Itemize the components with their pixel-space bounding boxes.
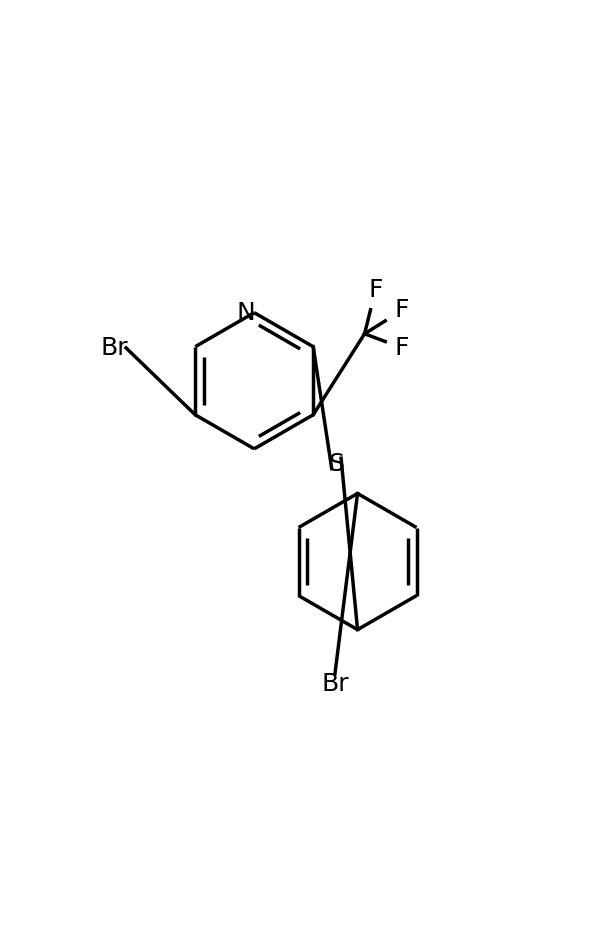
Text: F: F [395, 298, 410, 322]
Text: Br: Br [101, 336, 128, 360]
Text: F: F [368, 278, 382, 302]
Text: F: F [395, 336, 410, 360]
Text: S: S [328, 452, 344, 476]
Text: Br: Br [321, 671, 349, 695]
Text: N: N [236, 301, 255, 325]
